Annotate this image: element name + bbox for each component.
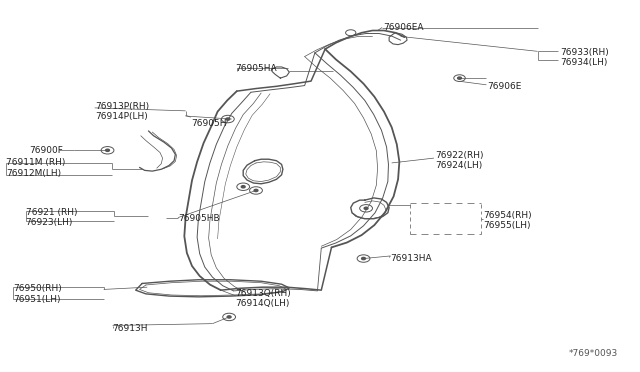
Text: 76954(RH)
76955(LH): 76954(RH) 76955(LH)	[483, 211, 532, 230]
Text: 76921 (RH)
76923(LH): 76921 (RH) 76923(LH)	[26, 208, 77, 227]
Circle shape	[254, 189, 258, 192]
Text: 76922(RH)
76924(LH): 76922(RH) 76924(LH)	[435, 151, 484, 170]
Text: 76913H: 76913H	[112, 324, 147, 333]
Text: 76906E: 76906E	[488, 82, 522, 91]
Text: 76906EA: 76906EA	[383, 23, 423, 32]
Circle shape	[106, 149, 109, 151]
Text: 76905HA: 76905HA	[236, 64, 277, 73]
Text: 76905H: 76905H	[191, 119, 226, 128]
Text: 76933(RH)
76934(LH): 76933(RH) 76934(LH)	[560, 48, 609, 67]
Circle shape	[241, 186, 245, 188]
Text: 76913P(RH)
76914P(LH): 76913P(RH) 76914P(LH)	[95, 102, 149, 121]
Circle shape	[364, 207, 368, 209]
Circle shape	[458, 77, 461, 79]
Text: 76900F: 76900F	[29, 146, 63, 155]
Text: *769*0093: *769*0093	[568, 349, 618, 358]
Text: 76913HA: 76913HA	[390, 254, 432, 263]
Text: 76911M (RH)
76912M(LH): 76911M (RH) 76912M(LH)	[6, 158, 66, 178]
Circle shape	[227, 316, 231, 318]
Text: 76950(RH)
76951(LH): 76950(RH) 76951(LH)	[13, 284, 61, 304]
Text: 76905HB: 76905HB	[178, 214, 220, 223]
Text: 76913Q(RH)
76914Q(LH): 76913Q(RH) 76914Q(LH)	[236, 289, 291, 308]
Circle shape	[226, 118, 230, 120]
Circle shape	[362, 257, 365, 260]
